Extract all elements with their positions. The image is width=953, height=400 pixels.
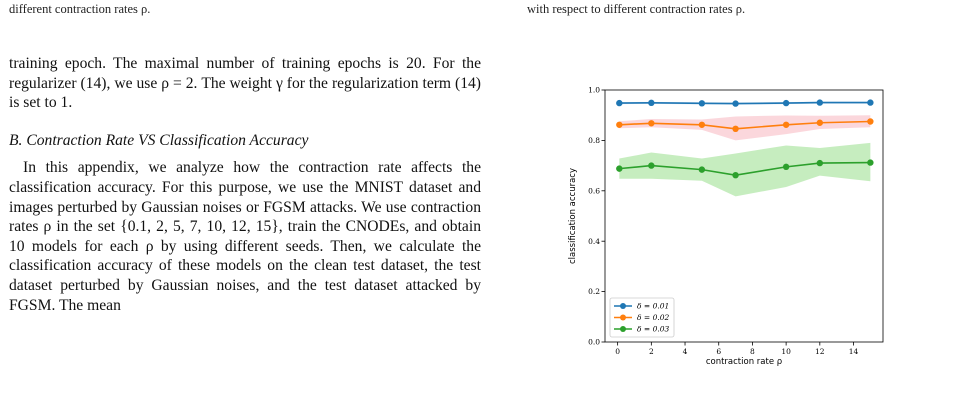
data-point-0-4 [782, 99, 790, 107]
legend-marker-0 [620, 303, 626, 309]
data-point-1-3 [732, 125, 739, 133]
legend-marker-1 [620, 314, 626, 321]
legend-label-0: δ = 0.01 [637, 302, 669, 311]
x-axis-label: contraction rate ρ [706, 357, 782, 367]
legend-marker-2 [620, 326, 626, 332]
x-tick-label: 6 [716, 347, 721, 356]
figure-caption-left: different contraction rates ρ. [9, 2, 151, 16]
left-text-column: training epoch. The maximal number of tr… [9, 54, 481, 315]
paragraph-training-setup: training epoch. The maximal number of tr… [9, 55, 481, 112]
data-point-2-3 [732, 171, 739, 179]
legend-label-2: δ = 0.03 [637, 325, 669, 334]
x-tick-label: 8 [750, 347, 755, 356]
paragraph-contraction-rate: In this appendix, we analyze how the con… [9, 159, 481, 314]
x-tick-label: 2 [649, 347, 654, 356]
data-point-2-0 [616, 165, 623, 172]
y-tick-label: 0.0 [588, 338, 600, 347]
y-axis-label: classification accuracy [568, 168, 578, 264]
data-point-1-0 [616, 121, 623, 128]
data-point-2-6 [867, 159, 874, 166]
data-point-2-1 [648, 162, 655, 169]
y-tick-label: 0.2 [588, 287, 600, 296]
data-point-0-5 [816, 99, 824, 106]
data-point-2-5 [816, 159, 824, 167]
x-tick-label: 12 [815, 347, 825, 356]
data-point-0-6 [867, 99, 874, 106]
data-point-2-4 [782, 163, 790, 171]
confidence-band-2 [619, 142, 871, 197]
x-tick-label: 14 [849, 347, 859, 356]
x-tick-label: 4 [683, 347, 688, 356]
data-point-0-0 [616, 99, 623, 107]
chart-legend: δ = 0.01 δ = 0.02 δ = 0.03 [609, 297, 675, 338]
data-point-0-2 [698, 100, 706, 107]
data-point-1-6 [867, 118, 874, 125]
figure-caption-right: with respect to different contraction ra… [527, 2, 746, 16]
data-point-1-4 [782, 121, 790, 128]
data-point-1-5 [816, 119, 824, 126]
accuracy-chart-svg: 0 2 4 6 8 10 12 14 0.0 0.2 0.4 0.6 0.8 1.0 contracti… [568, 86, 884, 367]
legend-box [609, 297, 675, 338]
data-point-1-1 [648, 120, 655, 127]
accuracy-chart: 0 2 4 6 8 10 12 14 0.0 0.2 0.4 0.6 0.8 1.0 contracti… [553, 80, 893, 385]
data-point-1-2 [698, 121, 706, 128]
y-tick-label: 0.8 [588, 136, 600, 145]
y-tick-label: 0.6 [588, 186, 600, 195]
y-tick-label: 0.4 [588, 237, 600, 246]
y-tick-label: 1.0 [588, 86, 600, 95]
data-point-2-2 [698, 166, 706, 173]
data-point-0-3 [732, 100, 739, 107]
plot-frame [604, 89, 884, 343]
legend-label-1: δ = 0.02 [637, 313, 669, 322]
x-tick-label: 0 [615, 347, 620, 356]
x-tick-label: 10 [781, 347, 791, 356]
section-heading: B. Contraction Rate VS Classification Ac… [9, 131, 309, 149]
data-point-0-1 [648, 99, 655, 107]
